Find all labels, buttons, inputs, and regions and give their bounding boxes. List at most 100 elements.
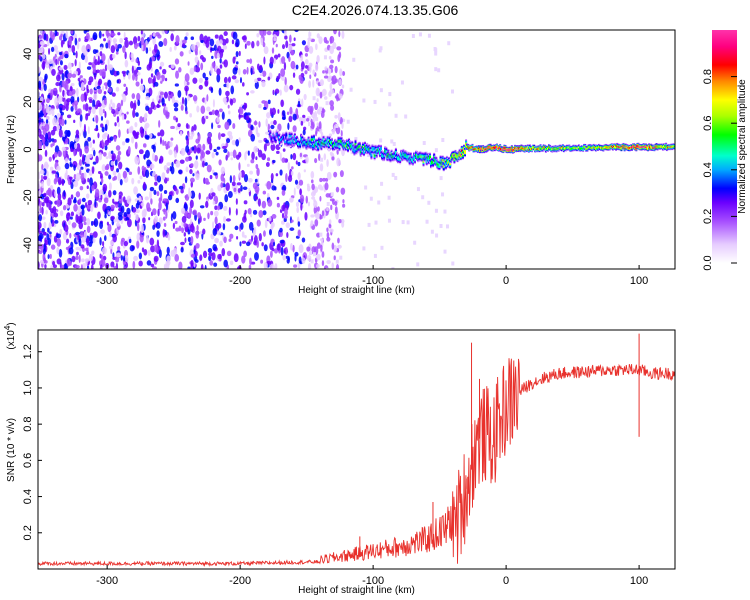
heatmap-ridge-cell [530,148,532,150]
heatmap-cell [189,206,193,215]
heatmap-cell [57,177,62,186]
heatmap-cell [78,61,81,70]
heatmap-cell [193,124,197,131]
heatmap-cell [93,149,96,157]
heatmap-ridge-cell [427,158,430,161]
heatmap-cell [108,211,112,216]
heatmap-cell [168,91,172,95]
heatmap-cell [325,177,329,182]
heatmap-cell [184,213,190,217]
heatmap-ridge-cell [584,146,587,148]
heatmap-ridge-cell [534,148,537,151]
heatmap-ridge-cell [356,147,359,150]
heatmap-ridge-cell [630,146,632,149]
heatmap-ridge-cell [424,155,427,158]
heatmap-cell [205,150,211,155]
heatmap-cell [173,185,178,192]
heatmap-cell [184,237,187,243]
heatmap-cell [267,76,271,81]
heatmap-cell [194,160,199,169]
heatmap-ridge-cell [323,142,326,146]
heatmap-cell [121,237,125,243]
heatmap-cell [190,181,193,188]
heatmap-cell [185,87,188,96]
heatmap-cell [209,260,214,266]
heatmap-cell [73,119,76,124]
heatmap-ridge-cell [366,146,369,150]
heatmap-cell [336,46,342,51]
heatmap-cell [125,86,128,94]
heatmap-ridge-cell [432,161,435,164]
heatmap-cell [190,43,196,51]
heatmap-cell [55,82,60,87]
heatmap-cell [50,143,53,148]
heatmap-cell [65,138,69,145]
heatmap-cell [421,195,425,200]
heatmap-cell [256,33,260,38]
heatmap-cell [140,224,144,234]
heatmap-cell [113,175,118,181]
heatmap-cell [340,130,343,137]
heatmap-cell [102,85,105,91]
heatmap-cell [81,197,86,203]
heatmap-cell [74,137,80,143]
heatmap-cell [50,46,55,53]
heatmap-cell [315,211,320,220]
heatmap-ridge-cell [616,145,619,147]
heatmap-cell [206,94,209,102]
heatmap-cell [308,122,312,127]
heatmap-cell [252,209,258,215]
heatmap-cell [67,62,72,70]
heatmap-cell [183,232,186,237]
heatmap-cell [256,77,262,82]
heatmap-cell [338,93,343,99]
heatmap-cell [158,217,163,225]
heatmap-cell [231,181,236,187]
heatmap-cell [287,122,290,131]
heatmap-cell [52,261,56,266]
heatmap-cell [318,153,321,161]
heatmap-cell [178,261,183,269]
heatmap-cell [114,122,117,127]
heatmap-cell [153,75,156,85]
heatmap-cell [107,223,112,233]
heatmap-cell [48,221,52,230]
heatmap-cell [267,199,273,207]
heatmap-cell [190,259,194,267]
heatmap-cell [222,45,228,50]
heatmap-cell [212,99,215,108]
heatmap-cell [279,152,282,161]
heatmap-cell [96,61,101,66]
heatmap-cell [199,55,204,60]
heatmap-cell [413,240,417,245]
heatmap-ridge-cell [475,147,478,150]
heatmap-cell [216,205,221,211]
heatmap-ridge-cell [450,157,453,160]
heatmap-cell [153,43,158,53]
heatmap-ridge-cell [332,145,335,148]
heatmap-cell [93,218,99,228]
heatmap-ridge-cell [415,153,418,157]
heatmap-cell [213,262,218,267]
heatmap-ridge-cell [514,147,516,149]
heatmap-ridge-cell [403,154,406,157]
heatmap-cell [174,58,180,65]
heatmap-cell [92,237,96,243]
heatmap-cell [214,216,218,225]
heatmap-cell [317,88,320,97]
heatmap-ridge-cell [554,147,557,149]
heatmap-ridge-cell [392,155,395,158]
heatmap-ridge-cell [451,155,454,158]
heatmap-cell [107,79,112,88]
heatmap-cell [299,152,303,158]
heatmap-cell [202,143,206,151]
heatmap-cell [156,175,162,183]
heatmap-cell [86,66,92,70]
heatmap-cell [340,187,346,195]
heatmap-cell [75,129,80,136]
heatmap-cell [335,186,340,193]
heatmap-ridge-cell [620,147,623,150]
heatmap-cell [227,76,231,83]
heatmap-cell [235,198,238,205]
heatmap-cell [119,178,123,186]
